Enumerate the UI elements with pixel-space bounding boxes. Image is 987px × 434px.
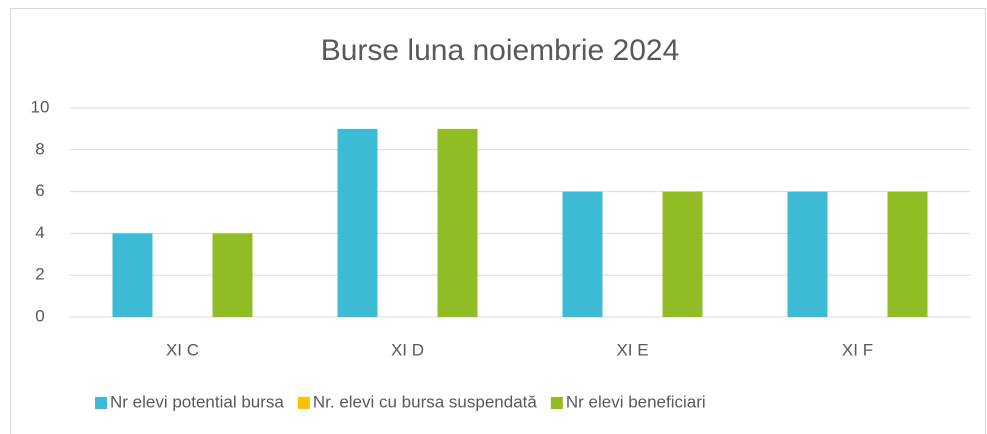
y-tick-label: 2 <box>35 265 44 284</box>
y-tick-label: 6 <box>35 181 44 200</box>
x-tick-label: XI E <box>616 340 648 359</box>
x-tick-label: XI D <box>391 340 424 359</box>
legend-label: Nr elevi beneficiari <box>566 392 706 411</box>
x-tick-label: XI F <box>842 340 873 359</box>
y-tick-label: 10 <box>31 97 50 116</box>
chart-title: Burse luna noiembrie 2024 <box>321 34 680 67</box>
bar <box>437 128 478 317</box>
bar <box>212 233 253 317</box>
y-tick-label: 0 <box>35 306 44 325</box>
legend-label: Nr. elevi cu bursa suspendată <box>313 392 538 411</box>
legend-label: Nr elevi potential bursa <box>110 392 284 411</box>
bar <box>787 191 828 317</box>
y-tick-label: 4 <box>35 223 44 242</box>
y-tick-label: 8 <box>35 139 44 158</box>
bar <box>662 191 703 317</box>
bar <box>562 191 603 317</box>
chart-frame <box>10 8 986 434</box>
bar <box>887 191 928 317</box>
legend-swatch <box>297 397 310 409</box>
legend-swatch <box>550 397 563 409</box>
legend-swatch <box>95 397 107 409</box>
bar <box>112 233 153 317</box>
bar <box>337 128 378 317</box>
x-tick-label: XI C <box>166 340 199 359</box>
